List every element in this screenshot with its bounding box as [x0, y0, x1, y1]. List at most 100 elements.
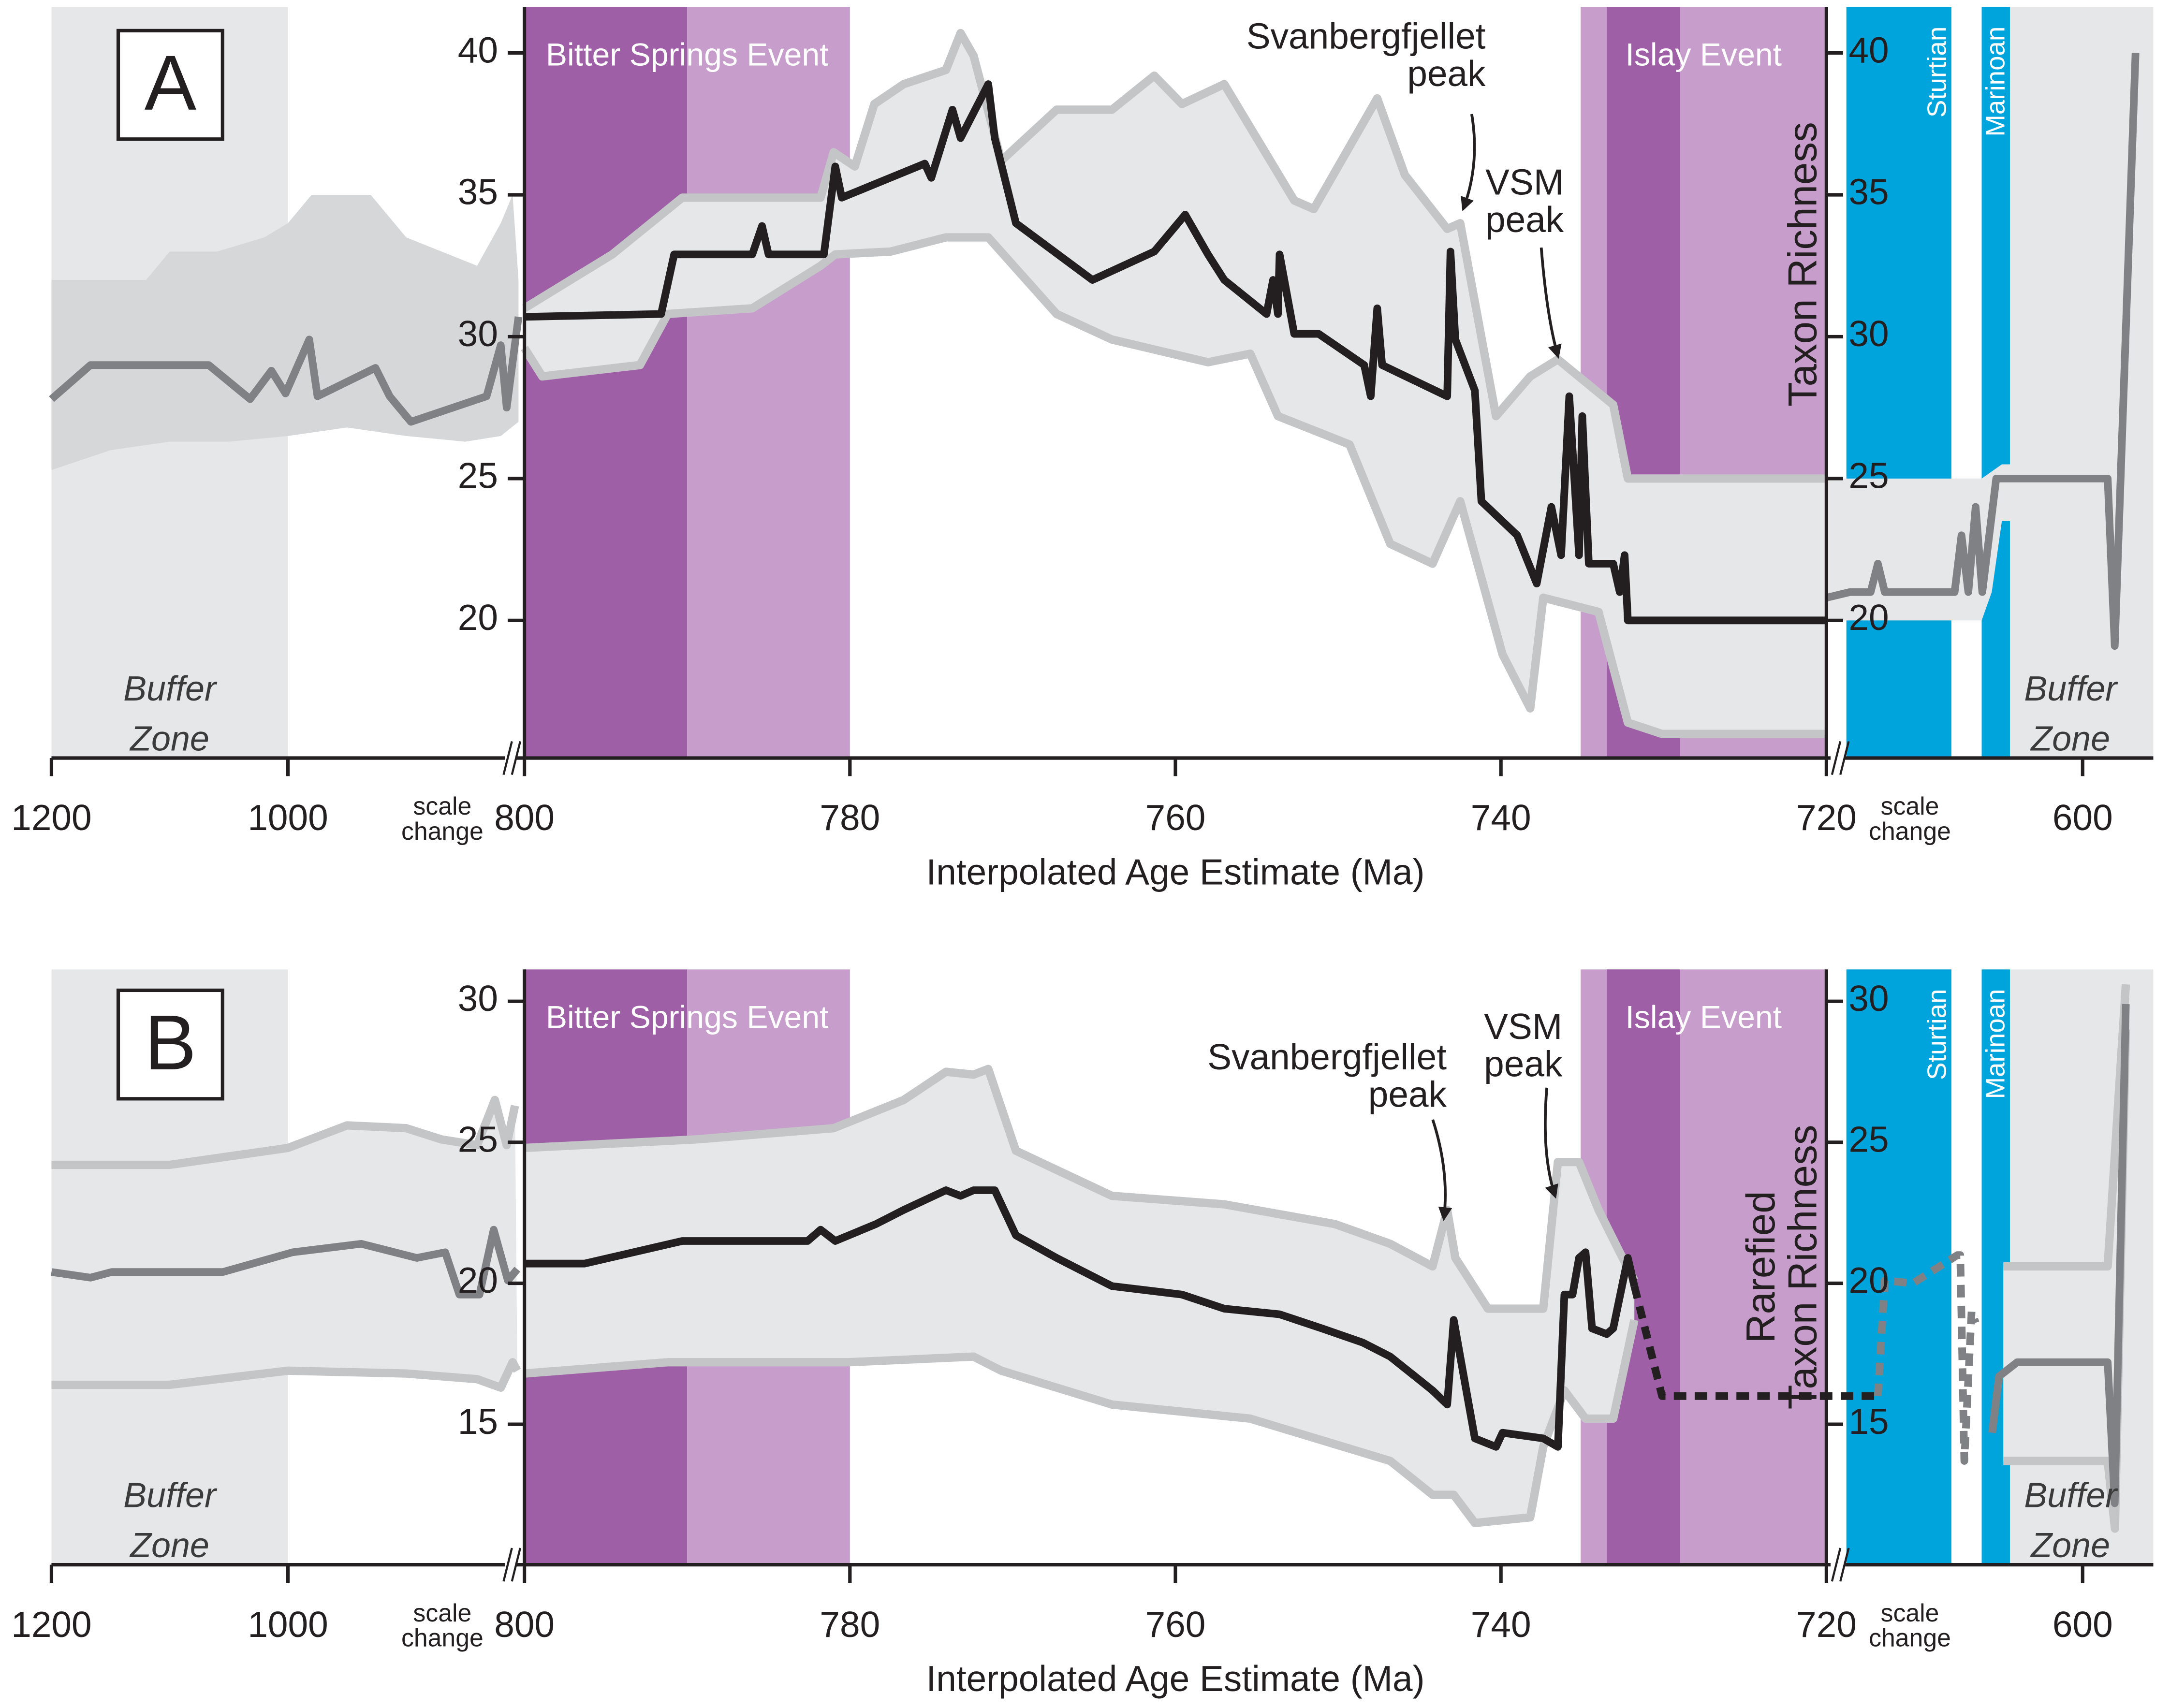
buffer-zone-label: Buffer: [123, 670, 218, 708]
y-tick-label: 25: [1848, 455, 1889, 496]
scale-change-label: change: [401, 817, 484, 845]
band-lower-line: [524, 1319, 1639, 1527]
event-band: [687, 7, 850, 758]
x-axis-label: Interpolated Age Estimate (Ma): [926, 1658, 1424, 1699]
y-tick-label: 30: [458, 978, 498, 1019]
glaciation-label: Sturtian: [1922, 989, 1951, 1080]
y-tick-label: 30: [458, 313, 498, 354]
axis-break: [1831, 741, 1850, 775]
y-tick-label: 40: [458, 29, 498, 70]
annotation-text: peak: [1368, 1074, 1447, 1115]
y-tick-label: 30: [1848, 978, 1889, 1019]
x-tick-label: 760: [1145, 1604, 1206, 1645]
glaciation-band: [1846, 7, 1951, 758]
event-label: Bitter Springs Event: [546, 999, 829, 1035]
panel-label: B: [145, 999, 196, 1086]
x-tick-label: 1000: [248, 797, 328, 838]
confidence-band: [1826, 53, 2135, 649]
panel-label: A: [145, 40, 197, 127]
x-tick-label: 720: [1796, 1604, 1857, 1645]
x-tick-label: 800: [494, 797, 555, 838]
series-line: [1988, 1004, 2130, 1507]
x-tick-label: 1200: [11, 1604, 91, 1645]
band-lower-line: [51, 1358, 521, 1392]
x-tick-label: 600: [2053, 1604, 2113, 1645]
series-line: [1630, 1285, 1878, 1400]
axis-break: [502, 1547, 522, 1582]
y-tick-label: 20: [1848, 597, 1889, 638]
y-tick-label: 40: [1848, 29, 1889, 70]
annotation-text: peak: [1407, 53, 1486, 94]
y-tick-label: 35: [1848, 172, 1889, 212]
scale-change-label: scale: [1881, 1599, 1939, 1627]
glaciation-label: Marinoan: [1981, 27, 2010, 137]
x-tick-label: 760: [1145, 797, 1206, 838]
panel-label-box: [116, 988, 224, 1101]
axis-break: [502, 741, 522, 775]
x-tick-label: 720: [1796, 797, 1857, 838]
band-upper-line: [524, 1065, 1638, 1313]
band-upper-line: [522, 29, 1827, 483]
annotation-arrow: [1431, 1119, 1452, 1221]
band-upper-line: [51, 1095, 519, 1169]
y-tick-label: 25: [1848, 1119, 1889, 1160]
buffer-zone-label: Zone: [2030, 719, 2110, 758]
y-tick-label: 15: [458, 1401, 498, 1442]
y-tick-label: 25: [458, 455, 498, 496]
annotation-arrow: [1544, 1087, 1558, 1199]
y-tick-label: 30: [1848, 313, 1889, 354]
annotation-text: VSM: [1484, 1006, 1562, 1047]
x-tick-label: 780: [820, 797, 880, 838]
buffer-zone-label: Zone: [129, 1526, 209, 1565]
event-label: Islay Event: [1625, 37, 1782, 73]
confidence-band: [524, 1069, 1635, 1523]
event-label: Bitter Springs Event: [546, 37, 829, 73]
band-lower-line: [521, 233, 1827, 738]
annotation-text: Svanbergfjellet: [1207, 1036, 1447, 1077]
event-label: Islay Event: [1625, 999, 1782, 1035]
buffer-zone-label: Zone: [129, 719, 209, 758]
series-line: [1825, 53, 2140, 650]
confidence-band: [51, 1100, 517, 1388]
confidence-band: [51, 194, 519, 470]
y-tick-label: 35: [458, 172, 498, 212]
scale-change-label: change: [401, 1624, 484, 1652]
y-axis-label: Rarefied: [1738, 1191, 1783, 1343]
buffer-zone-label: Buffer: [123, 1476, 218, 1515]
x-tick-label: 800: [494, 1604, 555, 1645]
axis-break: [1831, 1547, 1850, 1582]
glaciation-band: [1981, 7, 2010, 758]
scale-change-label: scale: [1881, 792, 1939, 820]
buffer-zone-label: Buffer: [2024, 670, 2118, 708]
glaciation-label: Marinoan: [1981, 989, 2010, 1099]
buffer-zone-label: Zone: [2030, 1526, 2110, 1565]
glaciation-label: Sturtian: [1922, 27, 1951, 117]
annotation-text: peak: [1485, 199, 1564, 240]
y-tick-label: 25: [458, 1119, 498, 1160]
panel-label-box: [116, 29, 224, 141]
scale-change-label: scale: [413, 1599, 471, 1627]
confidence-band: [2003, 984, 2126, 1529]
annotation-arrow: [1540, 247, 1562, 359]
y-tick-label: 20: [458, 597, 498, 638]
y-axis-label: Taxon Richness: [1779, 1125, 1825, 1410]
scale-change-label: change: [1869, 817, 1951, 845]
annotation-text: peak: [1484, 1043, 1563, 1084]
annotation-text: Svanbergfjellet: [1246, 15, 1486, 56]
buffer-zone-label: Buffer: [2024, 1476, 2118, 1515]
y-tick-label: 20: [1848, 1260, 1889, 1300]
x-tick-label: 740: [1471, 1604, 1531, 1645]
series-line: [49, 316, 523, 426]
x-tick-label: 600: [2053, 797, 2113, 838]
series-line: [524, 1186, 1638, 1451]
confidence-band: [524, 33, 1827, 734]
event-band: [524, 7, 688, 758]
series-line: [1874, 1251, 1979, 1465]
scale-change-label: scale: [413, 792, 471, 820]
y-axis-label: Taxon Richness: [1779, 122, 1825, 407]
x-tick-label: 740: [1471, 797, 1531, 838]
band-upper-line: [2003, 984, 2130, 1271]
x-axis-label: Interpolated Age Estimate (Ma): [926, 851, 1424, 892]
